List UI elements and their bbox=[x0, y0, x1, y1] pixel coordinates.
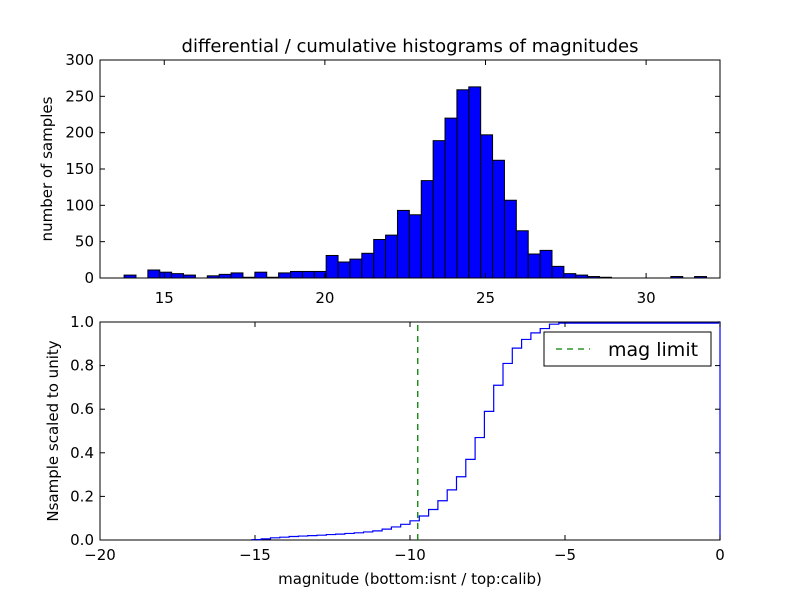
x-tick-label: 30 bbox=[637, 289, 656, 307]
histogram-bar bbox=[599, 276, 612, 279]
cumulative-y-ticks: 0.0 0.2 0.4 0.6 0.8 1.0 bbox=[70, 313, 720, 549]
histogram-bar bbox=[325, 254, 339, 279]
legend-box bbox=[543, 331, 712, 367]
x-tick-label: 0 bbox=[715, 546, 725, 564]
histogram-bar bbox=[123, 274, 137, 279]
histogram-bar bbox=[468, 86, 482, 279]
histogram-bar bbox=[456, 89, 470, 279]
cumulative-x-ticks: −20 −15 −10 −5 0 bbox=[84, 322, 725, 564]
y-tick-label: 0.0 bbox=[70, 531, 94, 549]
x-tick-label: −20 bbox=[84, 546, 116, 564]
histogram-bar bbox=[420, 180, 434, 279]
y-tick-label: 250 bbox=[65, 87, 94, 105]
histogram-bar bbox=[694, 276, 708, 279]
histogram-bar bbox=[587, 276, 601, 279]
cumulative-panel: −20 −15 −10 −5 0 0.0 0.2 0.4 0.6 0.8 1.0 magnitud… bbox=[44, 313, 725, 588]
histogram-bar bbox=[480, 134, 494, 279]
histogram-bar bbox=[515, 230, 529, 279]
histogram-bar bbox=[206, 275, 220, 279]
y-tick-label: 0.8 bbox=[70, 357, 94, 375]
histogram-bar bbox=[147, 269, 161, 279]
x-tick-label: −5 bbox=[554, 546, 576, 564]
histogram-bar bbox=[266, 276, 280, 279]
histogram-panel: 15 20 25 30 0 50 100 150 200 250 300 differential… bbox=[38, 36, 721, 307]
legend: mag limit bbox=[543, 331, 712, 367]
histogram-bar bbox=[527, 253, 541, 279]
histogram-bar bbox=[242, 276, 256, 279]
histogram-bar bbox=[385, 234, 398, 279]
histogram-bar bbox=[575, 274, 589, 279]
y-tick-label: 0.4 bbox=[70, 444, 94, 462]
histogram-bar bbox=[337, 261, 351, 279]
histogram-bar bbox=[670, 276, 684, 279]
y-tick-label: 0 bbox=[84, 269, 94, 287]
y-tick-label: 200 bbox=[65, 124, 94, 142]
y-tick-label: 300 bbox=[65, 51, 94, 69]
histogram-bar bbox=[218, 273, 232, 279]
histogram-bar bbox=[278, 272, 291, 279]
histogram-bar bbox=[396, 209, 410, 279]
cumulative-x-axis-label: magnitude (bottom:isnt / top:calib) bbox=[278, 570, 542, 588]
histogram-bar bbox=[551, 265, 565, 279]
histogram-bar bbox=[539, 249, 553, 279]
histogram-bar bbox=[254, 271, 268, 279]
histogram-bar bbox=[361, 252, 375, 279]
histogram-bar bbox=[432, 140, 446, 279]
cumulative-lines bbox=[251, 321, 721, 541]
y-tick-label: 100 bbox=[65, 196, 94, 214]
histogram-bar bbox=[563, 273, 577, 279]
histogram-bar bbox=[171, 273, 185, 279]
y-tick-label: 0.2 bbox=[70, 487, 94, 505]
histogram-y-axis-label: number of samples bbox=[38, 96, 56, 241]
histogram-bar bbox=[444, 117, 458, 279]
cumulative-y-axis-label: Nsample scaled to unity bbox=[44, 340, 62, 521]
histogram-bar bbox=[408, 214, 422, 279]
histogram-bars bbox=[123, 86, 708, 279]
x-tick-label: −10 bbox=[394, 546, 426, 564]
x-tick-label: 20 bbox=[315, 289, 334, 307]
x-tick-label: −15 bbox=[239, 546, 271, 564]
y-tick-label: 150 bbox=[65, 160, 94, 178]
y-tick-label: 0.6 bbox=[70, 400, 94, 418]
histogram-bar bbox=[503, 199, 517, 279]
chart-title: differential / cumulative histograms of … bbox=[182, 36, 639, 57]
cumulative-step-line bbox=[251, 321, 721, 541]
histogram-bar bbox=[373, 238, 387, 279]
y-tick-label: 50 bbox=[75, 233, 94, 251]
histogram-bar bbox=[183, 274, 196, 279]
legend-label-mag-limit: mag limit bbox=[608, 339, 698, 361]
histogram-x-ticks: 15 20 25 30 bbox=[155, 60, 656, 307]
histogram-y-ticks: 0 50 100 150 200 250 300 bbox=[65, 51, 720, 287]
histogram-bar bbox=[230, 272, 244, 279]
histogram-bar bbox=[349, 258, 363, 279]
histogram-bar bbox=[492, 159, 505, 279]
histogram-bar bbox=[289, 270, 303, 279]
y-tick-label: 1.0 bbox=[70, 313, 94, 331]
x-tick-label: 15 bbox=[155, 289, 174, 307]
histogram-bar bbox=[301, 270, 315, 279]
histogram-bar bbox=[159, 271, 173, 279]
x-tick-label: 25 bbox=[476, 289, 495, 307]
